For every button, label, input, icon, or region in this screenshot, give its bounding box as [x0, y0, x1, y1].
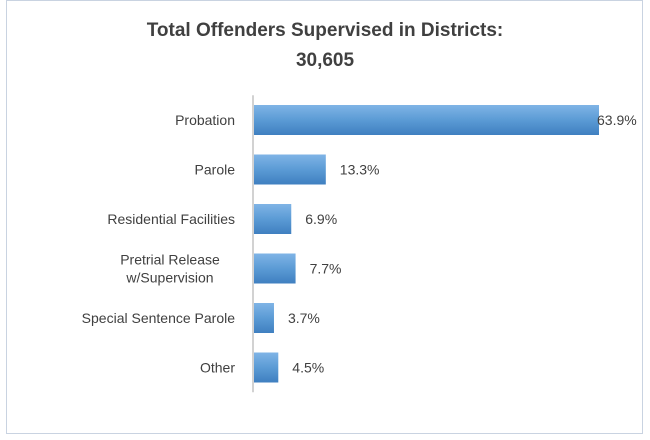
- bar-3: [254, 253, 296, 284]
- category-label-4: Special Sentence Parole: [82, 310, 236, 326]
- value-label-2: 6.9%: [305, 211, 337, 227]
- category-label-2: Residential Facilities: [107, 211, 235, 227]
- category-label-5: Other: [200, 360, 235, 376]
- category-label-0: Probation: [175, 112, 235, 128]
- chart-title: Total Offenders Supervised in Districts:…: [0, 16, 650, 76]
- value-label-1: 13.3%: [340, 162, 380, 178]
- value-label-0: 63.9%: [597, 112, 637, 128]
- bar-1: [254, 154, 326, 185]
- bar-4: [254, 303, 274, 333]
- bar-0: [254, 105, 599, 135]
- value-label-5: 4.5%: [292, 360, 324, 376]
- category-label-1: Parole: [195, 162, 236, 178]
- value-label-3: 7.7%: [310, 261, 342, 277]
- chart-frame: [6, 0, 643, 434]
- bar-5: [254, 352, 279, 383]
- value-label-4: 3.7%: [288, 310, 320, 326]
- chart-title-line1: Total Offenders Supervised in Districts:: [146, 20, 504, 41]
- bar-2: [254, 204, 292, 234]
- chart-subtitle: 30,605: [295, 50, 355, 71]
- category-label-3: Pretrial Release w/Supervision: [120, 252, 220, 286]
